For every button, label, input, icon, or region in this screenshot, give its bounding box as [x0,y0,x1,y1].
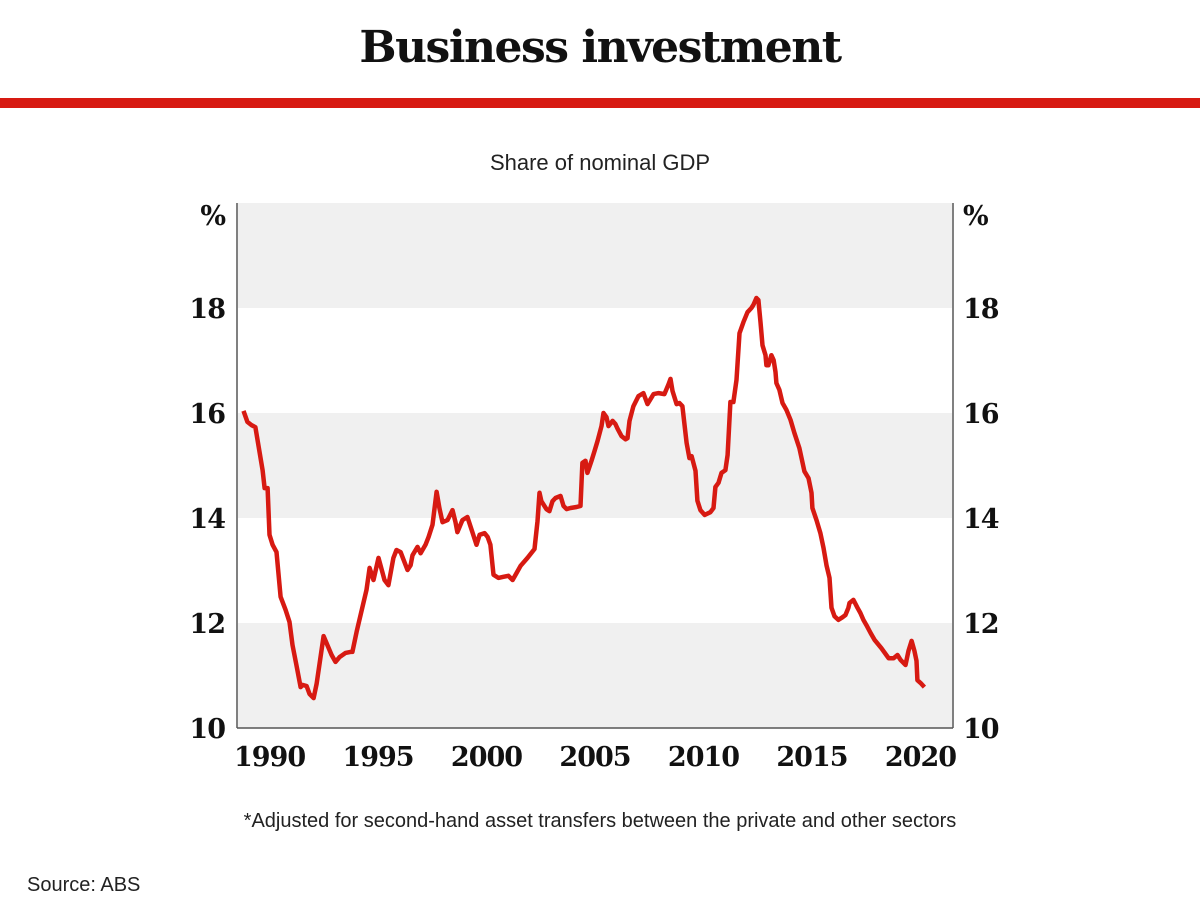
shaded-band [237,413,953,518]
chart-title: Business investment [359,22,842,73]
axes [236,203,954,729]
shaded-band [237,203,953,308]
y-unit-label-left: % [200,201,225,232]
y-tick-label-right: 14 [963,504,999,535]
y-tick-label-left: 12 [189,609,225,640]
x-tick-label: 2000 [451,742,522,773]
shaded-band [237,623,953,728]
y-unit-label-right: % [963,201,988,232]
y-tick-label-left: 10 [189,714,225,745]
footnote: *Adjusted for second-hand asset transfer… [243,810,957,832]
y-tick-label-left: 18 [189,294,225,325]
x-tick-label: 2005 [559,742,630,773]
x-tick-label: 2020 [885,742,956,773]
y-ticks-left: 10 12 14 16 18% [189,201,226,745]
title-rule [0,98,1200,108]
series-group [241,295,927,701]
series-line [241,295,927,701]
x-tick-label: 1990 [234,742,305,773]
y-tick-label-left: 16 [189,399,225,430]
shaded-bands [237,203,953,728]
y-tick-label-right: 18 [963,294,999,325]
y-ticks-right: 10 12 14 16 18% [963,201,1000,745]
y-tick-label-right: 12 [963,609,999,640]
x-ticks: 1990 1995 2000 2005 2010 2015 2020 [234,742,957,773]
x-tick-label: 2010 [668,742,739,773]
chart-subtitle: Share of nominal GDP [489,150,711,175]
x-tick-label: 2015 [776,742,847,773]
y-tick-label-right: 16 [963,399,999,430]
source-label: Source: ABS [27,874,141,896]
y-tick-label-right: 10 [963,714,999,745]
x-tick-label: 1995 [342,742,413,773]
y-tick-label-left: 14 [189,504,225,535]
